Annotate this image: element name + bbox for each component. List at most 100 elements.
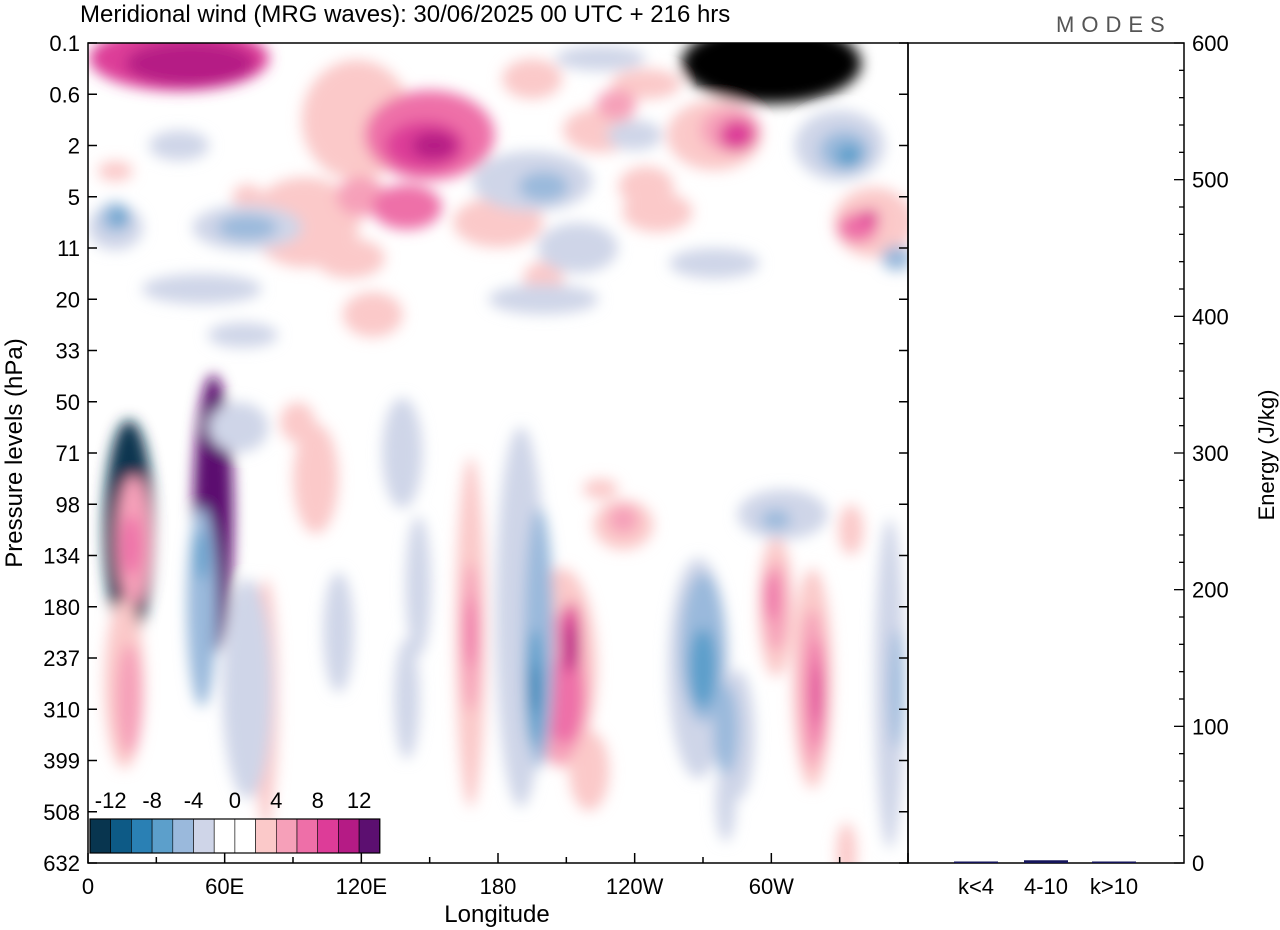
negative-wind-contour bbox=[141, 274, 262, 304]
y-tick-label: 20 bbox=[56, 287, 80, 312]
colorbar-swatch bbox=[151, 818, 174, 854]
colorbar-swatch bbox=[358, 818, 381, 854]
colorbar-label: 4 bbox=[270, 788, 282, 813]
positive-wind-contour bbox=[97, 161, 133, 182]
x-axis-label: Longitude bbox=[444, 901, 549, 928]
negative-wind-contour bbox=[607, 120, 663, 151]
colorbar-label: 8 bbox=[312, 788, 324, 813]
positive-wind-contour bbox=[564, 622, 577, 673]
positive-wind-contour bbox=[836, 822, 857, 863]
negative-wind-contour bbox=[195, 530, 208, 581]
positive-wind-contour bbox=[121, 515, 142, 576]
positive-wind-contour bbox=[502, 58, 563, 99]
y-tick-label: 310 bbox=[43, 697, 80, 722]
positive-wind-contour bbox=[125, 43, 256, 86]
negative-wind-contour bbox=[555, 45, 646, 71]
energy-tick-label: 500 bbox=[1192, 168, 1229, 193]
heatmap-field bbox=[88, 43, 908, 863]
longitude-axis: 0 60E 120E 180 120W 60W bbox=[82, 853, 909, 899]
positive-wind-contour bbox=[583, 478, 618, 499]
energy-tick-label: 300 bbox=[1192, 441, 1229, 466]
energy-bar bbox=[954, 861, 998, 863]
negative-wind-contour bbox=[518, 171, 569, 202]
positive-wind-contour bbox=[719, 119, 756, 152]
negative-wind-contour bbox=[323, 572, 354, 693]
negative-wind-contour bbox=[488, 284, 599, 315]
energy-category-label: k>10 bbox=[1090, 874, 1138, 899]
y-tick-label: 2 bbox=[68, 134, 80, 159]
colorbar-swatch bbox=[89, 818, 112, 854]
positive-wind-contour bbox=[314, 238, 385, 279]
energy-tick-label: 100 bbox=[1192, 714, 1229, 739]
pressure-axis: 0.1 0.6 2 5 11 20 33 50 71 98 134 180 237 310 399 508 63… bbox=[43, 31, 908, 876]
energy-category-label: 4-10 bbox=[1024, 874, 1068, 899]
negative-wind-contour bbox=[681, 43, 862, 104]
energy-tick-label: 400 bbox=[1192, 304, 1229, 329]
positive-wind-contour bbox=[569, 730, 610, 811]
y-tick-label: 71 bbox=[56, 441, 80, 466]
positive-wind-contour bbox=[859, 209, 880, 225]
energy-axis-label: Energy (J/kg) bbox=[1254, 390, 1279, 521]
energy-bar bbox=[1024, 860, 1068, 863]
negative-wind-contour bbox=[537, 223, 618, 273]
x-tick-label: 0 bbox=[82, 874, 94, 899]
negative-wind-contour bbox=[111, 209, 128, 226]
x-tick-label: 120W bbox=[606, 874, 664, 899]
energy-frame bbox=[907, 42, 1185, 864]
negative-wind-contour bbox=[529, 663, 539, 714]
positive-wind-contour bbox=[622, 192, 693, 233]
y-tick-label: 0.1 bbox=[49, 31, 80, 56]
colorbar-swatch bbox=[275, 818, 298, 854]
negative-wind-contour bbox=[713, 684, 739, 775]
positive-wind-contour bbox=[596, 89, 637, 120]
negative-wind-contour bbox=[149, 130, 210, 161]
negative-wind-contour bbox=[217, 215, 278, 240]
energy-tick-label: 600 bbox=[1192, 31, 1229, 56]
positive-wind-contour bbox=[465, 597, 476, 668]
colorbar-frame bbox=[89, 818, 381, 854]
energy-axis: 0 100 200 300 400 500 600 bbox=[1174, 31, 1229, 876]
negative-wind-contour bbox=[836, 144, 862, 167]
positive-wind-contour bbox=[611, 69, 682, 99]
positive-wind-contour bbox=[411, 131, 457, 160]
colorbar-swatch bbox=[317, 818, 339, 854]
x-tick-label: 120E bbox=[336, 874, 387, 899]
positive-wind-contour bbox=[764, 571, 779, 622]
negative-wind-contour bbox=[382, 398, 423, 508]
colorbar-swatch bbox=[193, 818, 215, 854]
x-tick-label: 180 bbox=[480, 874, 517, 899]
x-tick-label: 60E bbox=[205, 874, 244, 899]
positive-wind-contour bbox=[342, 292, 403, 338]
colorbar-label: -4 bbox=[184, 788, 204, 813]
negative-wind-contour bbox=[889, 628, 904, 749]
negative-wind-contour bbox=[222, 578, 273, 799]
y-tick-label: 134 bbox=[43, 544, 80, 569]
positive-wind-contour bbox=[608, 505, 639, 534]
negative-wind-contour bbox=[689, 628, 717, 709]
energy-category-label: k<4 bbox=[958, 874, 994, 899]
positive-wind-contour bbox=[280, 402, 316, 443]
negative-wind-contour bbox=[760, 509, 791, 530]
negative-wind-contour bbox=[394, 639, 420, 759]
y-tick-label: 180 bbox=[43, 595, 80, 620]
colorbar-swatch bbox=[338, 818, 360, 854]
y-tick-label: 632 bbox=[43, 851, 80, 876]
x-tick-label: 60W bbox=[749, 874, 794, 899]
y-tick-label: 11 bbox=[57, 236, 80, 261]
colorbar-swatch bbox=[296, 818, 319, 854]
y-tick-label: 50 bbox=[56, 390, 80, 415]
y-axis-label: Pressure levels (hPa) bbox=[1, 338, 28, 567]
y-tick-label: 5 bbox=[68, 185, 80, 210]
energy-tick-label: 200 bbox=[1192, 578, 1229, 603]
colorbar-swatch bbox=[255, 818, 277, 854]
colorbar-swatch bbox=[110, 818, 132, 854]
negative-wind-contour bbox=[186, 506, 217, 707]
y-tick-label: 508 bbox=[43, 800, 80, 825]
y-tick-label: 0.6 bbox=[49, 82, 80, 107]
energy-bar bbox=[1092, 861, 1136, 863]
colorbar-swatch bbox=[234, 818, 256, 854]
positive-wind-contour bbox=[116, 644, 142, 754]
colorbar-swatch bbox=[131, 818, 153, 854]
colorbar-label: 0 bbox=[229, 788, 241, 813]
